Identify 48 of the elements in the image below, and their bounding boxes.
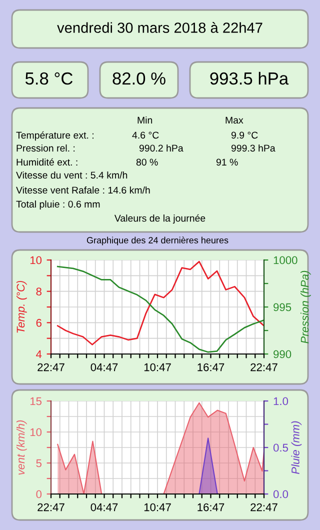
text: vendredi 30 mars 2018 à 22h47 (57, 22, 262, 33)
chart-title: Graphique des 24 dernières heures (86, 236, 228, 246)
text: Min (138, 116, 152, 124)
y2-axis-title: Pression (hPa) (300, 270, 311, 344)
y2-tick-label: 995 (274, 303, 292, 312)
text: 91 % (216, 158, 238, 166)
text: 4.6 °C (132, 132, 159, 139)
x-tick-label: 10:47 (144, 363, 171, 372)
text: Humidité ext. : (16, 158, 78, 166)
text: 5.8 °C (25, 72, 73, 85)
text: 80 % (136, 158, 158, 166)
y-tick-label: 8 (36, 288, 42, 296)
x-tick-label: 22:47 (250, 503, 278, 512)
text: Total pluie : 0.6 mm (16, 200, 100, 210)
text: Valeurs de la journée (114, 214, 206, 224)
y2-tick-label: 1.0 (274, 397, 288, 406)
y2-tick-label: 1000 (274, 256, 298, 264)
text: 999.3 hPa (231, 144, 276, 152)
text: Pression rel. : (16, 144, 75, 152)
x-tick-label: 22:47 (250, 363, 278, 372)
y-axis-title: Temp. (°C) (16, 280, 27, 333)
x-tick-label: 16:47 (198, 503, 224, 512)
text: 82.0 % (112, 72, 166, 85)
text: 993.5 hPa (210, 72, 289, 85)
text: 9.9 °C (231, 132, 258, 139)
y-tick-label: 15 (30, 397, 42, 406)
text: Vitesse vent Rafale : 14.6 km/h (16, 186, 150, 194)
y2-tick-label: 990 (274, 350, 292, 358)
y-tick-label: 4 (36, 350, 42, 358)
x-tick-label: 22:47 (38, 363, 64, 372)
y-axis-title: vent (km/h) (16, 420, 27, 475)
x-tick-label: 04:47 (90, 503, 118, 512)
x-tick-label: 10:47 (144, 503, 171, 512)
text: Température ext. : (16, 131, 94, 141)
y-tick-label: 0 (36, 490, 42, 498)
text: Max (226, 116, 244, 124)
y2-tick-label: 0.5 (273, 444, 288, 452)
y2-axis-title: Pluie (mm) (291, 421, 302, 474)
y-tick-label: 10 (30, 256, 42, 264)
y-tick-label: 10 (30, 428, 42, 436)
text: Vitesse du vent : 5.4 km/h (16, 171, 128, 179)
y-tick-label: 5 (36, 459, 42, 468)
x-tick-label: 16:47 (198, 363, 224, 372)
x-tick-label: 22:47 (38, 503, 64, 512)
text: 990.2 hPa (139, 144, 184, 152)
x-tick-label: 04:47 (90, 363, 118, 372)
y2-tick-label: 0.0 (273, 490, 288, 498)
y-tick-label: 6 (36, 318, 42, 327)
